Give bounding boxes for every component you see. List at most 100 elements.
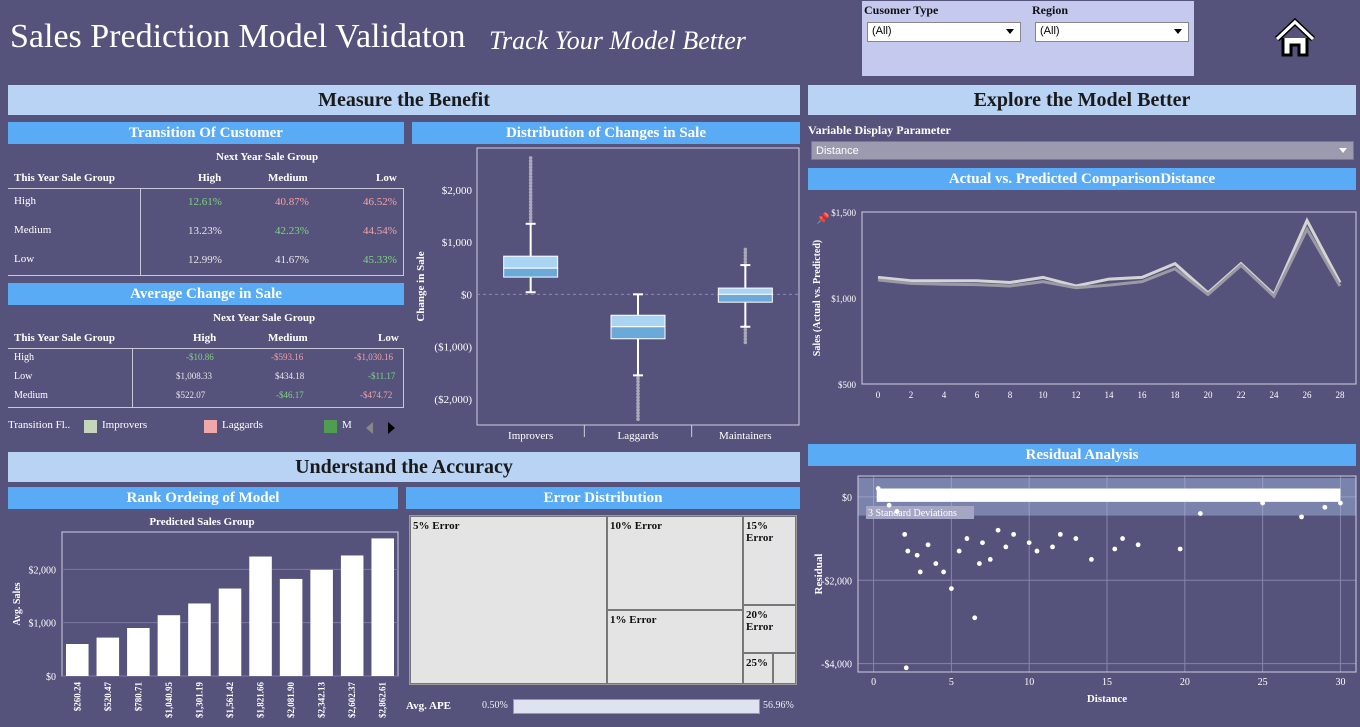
treemap-cell[interactable]: 5% Error xyxy=(410,516,607,684)
scatter-point xyxy=(917,569,923,575)
legend-prev-icon[interactable] xyxy=(366,422,373,434)
variable-param-value: Distance xyxy=(816,145,859,157)
outlier-point xyxy=(528,196,533,201)
x-tick-label: $780.71 xyxy=(133,682,143,712)
std-band-label: 3 Standard Deviations xyxy=(868,508,957,519)
actual-vs-predicted-chart[interactable]: $1,500 $1,000 $500 Sales (Actual vs. Predic… xyxy=(808,200,1358,405)
scatter-point xyxy=(976,561,982,566)
home-icon[interactable] xyxy=(1274,18,1316,58)
bar xyxy=(310,569,333,676)
col-header: Medium xyxy=(268,172,308,184)
treemap-cell[interactable]: 20% Error xyxy=(743,605,796,653)
ape-max: 56.96% xyxy=(763,700,794,711)
legend: Transition Fl.. Improvers Laggards M xyxy=(8,418,404,438)
understand-accuracy-header: Understand the Accuracy xyxy=(8,452,800,482)
y-tick-label: $1,000 xyxy=(29,619,57,630)
measure-benefit-header: Measure the Benefit xyxy=(8,85,800,115)
error-treemap[interactable]: 5% Error 10% Error 15% Error 1% Error 20… xyxy=(409,515,797,685)
table-cell: -$46.17 xyxy=(276,390,304,400)
scatter-point xyxy=(933,561,939,566)
outlier-point xyxy=(636,404,640,409)
rank-chart[interactable]: Predicted Sales Group $2,000 $1,000 $0 Avg. … xyxy=(8,510,400,720)
y-axis-label: Avg. Sales xyxy=(12,582,23,625)
x-tick-label: 12 xyxy=(1072,390,1081,400)
variable-param-select[interactable]: Distance xyxy=(811,141,1354,160)
y-axis-label: Residual xyxy=(813,554,825,595)
outlier-point xyxy=(528,203,533,207)
x-tick-label: 2 xyxy=(909,390,914,400)
y-tick-label: $0 xyxy=(461,289,473,301)
x-tick-label: 6 xyxy=(975,390,980,400)
x-tick-label: 5 xyxy=(949,677,954,688)
region-label: Region xyxy=(1032,3,1068,17)
outlier-point xyxy=(528,159,533,163)
row-group-label: This Year Sale Group xyxy=(14,332,115,344)
outlier-point xyxy=(743,334,748,338)
treemap-cell[interactable]: 10% Error xyxy=(607,516,743,610)
row-label: Medium xyxy=(14,390,48,401)
legend-next-icon[interactable] xyxy=(388,422,395,434)
treemap-cell[interactable]: 25% xyxy=(743,653,773,684)
x-tick-label: 10 xyxy=(1024,677,1034,688)
x-tick-label: $2,081.90 xyxy=(286,682,296,719)
box-lower xyxy=(503,267,559,278)
avg-change-table: Next Year Sale Group This Year Sale Grou… xyxy=(8,309,404,409)
scatter-point xyxy=(1026,540,1032,546)
ape-range-slider[interactable] xyxy=(513,699,760,714)
row-group-label: This Year Sale Group xyxy=(14,172,115,184)
outlier-point xyxy=(636,389,640,393)
x-tick-label: $2,602.37 xyxy=(347,682,357,719)
outlier-point xyxy=(743,257,748,261)
residual-title: Residual Analysis xyxy=(808,444,1356,466)
table-cell: -$474.72 xyxy=(360,390,393,400)
col-header: Medium xyxy=(268,332,308,344)
row-label: High xyxy=(14,352,34,363)
outlier-point xyxy=(636,392,640,396)
legend-title: Transition Fl.. xyxy=(8,419,71,431)
scatter-point xyxy=(925,542,931,548)
outlier-point xyxy=(528,181,533,185)
x-tick-label: 15 xyxy=(1102,677,1112,688)
scatter-point xyxy=(1260,500,1266,506)
y-tick-label: $0 xyxy=(842,493,852,504)
col-group-label: Next Year Sale Group xyxy=(213,312,316,324)
treemap-small-cells xyxy=(773,653,796,684)
x-tick-label: $1,821.66 xyxy=(256,682,266,719)
col-header: Low xyxy=(378,332,399,344)
outlier-point xyxy=(743,328,748,332)
x-tick-label: $520.47 xyxy=(103,682,113,712)
x-tick-label: Laggards xyxy=(618,430,659,442)
outlier-point xyxy=(743,253,748,258)
legend-label: M xyxy=(342,419,352,431)
scatter-point xyxy=(1177,546,1183,552)
box-lower xyxy=(717,293,773,303)
outlier-point xyxy=(636,417,640,422)
table-cell: 46.52% xyxy=(363,196,397,208)
y-tick-label: $1,500 xyxy=(831,208,856,218)
x-tick-label: 14 xyxy=(1105,390,1115,400)
scatter-point xyxy=(1338,500,1343,506)
distribution-chart[interactable]: $2,000 $1,000 $0 ($1,000) ($2,000) Change in … xyxy=(412,146,802,442)
outlier-point xyxy=(636,386,640,390)
outlier-point xyxy=(528,200,533,204)
treemap-cell[interactable]: 15% Error xyxy=(743,516,796,605)
treemap-cell[interactable]: 1% Error xyxy=(607,610,743,684)
bar xyxy=(66,644,89,676)
outlier-point xyxy=(528,165,533,170)
legend-swatch xyxy=(84,420,97,433)
residual-chart[interactable]: 0 5 10 15 20 25 30 $0 -$2,000 -$4,000 3 Standard D… xyxy=(808,468,1358,708)
bar xyxy=(340,555,364,676)
scatter-point xyxy=(948,586,954,591)
table-cell: 42.23% xyxy=(275,225,309,237)
outlier-point xyxy=(528,209,533,214)
customer-type-select[interactable]: (All) xyxy=(867,22,1021,42)
actual-vs-predicted-title: Actual vs. Predicted ComparisonDistance xyxy=(808,168,1356,190)
table-cell: -$593.16 xyxy=(271,352,304,362)
table-cell: 13.23% xyxy=(188,225,222,237)
box-upper xyxy=(610,314,666,328)
scatter-point xyxy=(1089,557,1094,562)
scatter-point xyxy=(1299,514,1304,520)
region-select[interactable]: (All) xyxy=(1035,22,1189,42)
table-cell: 12.61% xyxy=(188,196,222,208)
col-header: High xyxy=(198,172,222,184)
